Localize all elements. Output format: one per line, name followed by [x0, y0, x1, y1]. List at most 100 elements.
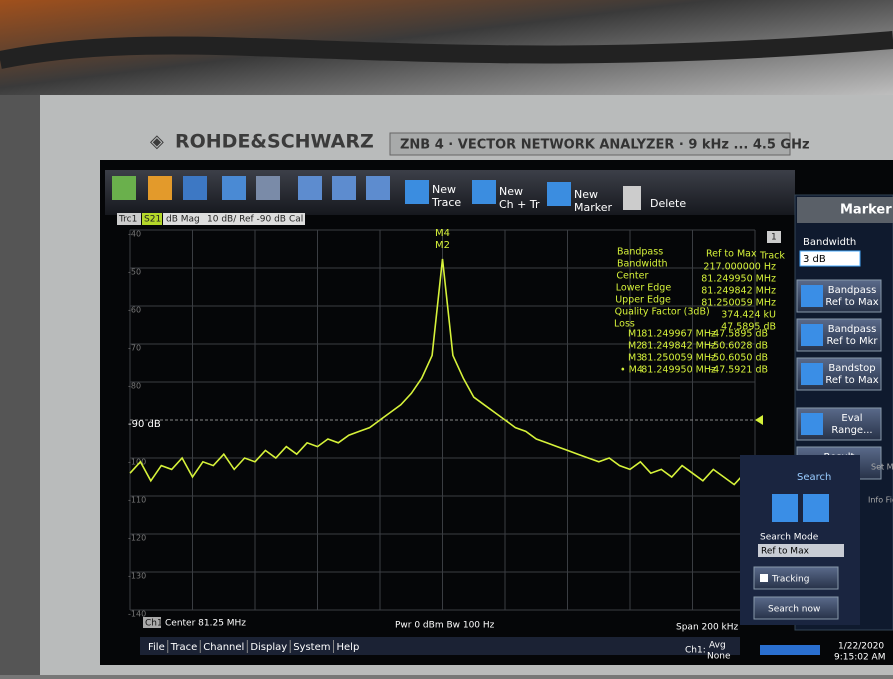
softkey-label[interactable]: Bandpass — [828, 285, 877, 296]
bandpass-value: 374.424 kU — [721, 310, 776, 321]
menu-item[interactable]: Help — [337, 642, 360, 653]
tracking-label[interactable]: Tracking — [771, 575, 809, 585]
bandpass-title: Bandpass — [617, 247, 663, 258]
bandpass-label: Lower Edge — [616, 283, 672, 294]
tool-icon[interactable] — [623, 186, 641, 210]
softkey-label[interactable]: Bandstop — [828, 363, 875, 374]
menu-item[interactable]: Trace — [170, 642, 198, 653]
y-tick-label: -130 — [128, 572, 146, 581]
tool-icon[interactable] — [298, 176, 322, 200]
search-now-label[interactable]: Search now — [768, 605, 820, 615]
marker-cell: -50.6050 dB — [710, 353, 768, 364]
bandpass-label: Quality Factor (3dB) — [615, 307, 710, 318]
marker-cell: -47.5895 dB — [710, 329, 768, 340]
softkey-icon — [801, 413, 823, 435]
footer-ch: Ch1: — [685, 646, 706, 656]
marker-cell: 81.249950 MHz — [641, 365, 716, 376]
tool-icon[interactable] — [112, 176, 136, 200]
screen-photo: ROHDE&SCHWARZ ◈ ZNB 4 · VECTOR NETWORK A… — [0, 0, 893, 675]
footer-date: 1/22/2020 — [838, 642, 884, 652]
bandpass-label: Upper Edge — [615, 295, 671, 306]
footer-time: 9:15:02 AM — [834, 653, 885, 663]
y-tick-label: -70 — [128, 344, 141, 353]
softkey-label[interactable]: Ref to Max — [825, 375, 878, 386]
marker-cell: M2 — [628, 341, 642, 352]
y-tick-label: -80 — [128, 382, 141, 391]
tool-icon[interactable] — [405, 180, 429, 204]
softkey-label[interactable]: Ref to Mkr — [826, 336, 878, 347]
tracking-checkbox[interactable] — [760, 574, 768, 582]
tool-icon[interactable] — [183, 176, 207, 200]
marker-cell: -47.5921 dB — [710, 365, 768, 376]
menu: File Trace Channel Display System Help — [148, 640, 359, 653]
softkey-icon — [801, 324, 823, 346]
tool-label[interactable]: New — [499, 185, 523, 198]
bandpass-label: Center — [616, 271, 648, 282]
softkey-label[interactable]: Eval — [841, 413, 862, 424]
side-tab[interactable]: Set Mark — [871, 463, 893, 472]
bandpass-value: 81.249842 MHz — [701, 286, 776, 297]
marker-flag: M2 — [435, 240, 450, 251]
tool-icon[interactable] — [222, 176, 246, 200]
tool-label[interactable]: Marker — [574, 201, 612, 214]
bandpass-value: 81.249950 MHz — [701, 274, 776, 285]
softkey-icon — [801, 363, 823, 385]
marker-cell: • M4 — [620, 365, 643, 376]
trace-cal: Cal — [289, 215, 303, 225]
status-power: Pwr 0 dBm Bw 100 Hz — [395, 621, 495, 631]
side-tab[interactable]: Info Field — [868, 496, 893, 505]
tool-label[interactable]: New — [574, 188, 598, 201]
menu-item[interactable]: Channel — [203, 642, 244, 653]
tool-icon[interactable] — [332, 176, 356, 200]
search-icon[interactable] — [803, 494, 829, 522]
tool-label[interactable]: Ch + Tr — [499, 198, 540, 211]
tool-label[interactable]: New — [432, 183, 456, 196]
y-tick-label: -50 — [128, 268, 141, 277]
softkey-label[interactable]: Ref to Max — [825, 297, 878, 308]
tool-label[interactable]: Delete — [650, 197, 686, 210]
tool-icon[interactable] — [472, 180, 496, 204]
y-tick-label: -110 — [128, 496, 146, 505]
y-tick-label: -60 — [128, 306, 141, 315]
search-mode[interactable]: Ref to Max — [761, 547, 810, 557]
softkey-label[interactable]: Range... — [831, 425, 872, 436]
footer-avg: Avg — [709, 641, 726, 651]
bezel-edge — [0, 95, 40, 675]
bandwidth-value[interactable]: 3 dB — [803, 254, 826, 265]
marker-cell: M3 — [628, 353, 642, 364]
menu-item[interactable]: Display — [250, 642, 287, 653]
bandpass-value: 81.250059 MHz — [701, 298, 776, 309]
page: ROHDE&SCHWARZ ◈ ZNB 4 · VECTOR NETWORK A… — [0, 0, 893, 675]
bandpass-value: 217.000000 Hz — [703, 262, 776, 273]
tool-icon[interactable] — [547, 182, 571, 206]
softkey-label[interactable]: Bandpass — [828, 324, 877, 335]
softkey-title: Marker — [840, 203, 892, 218]
marker-cell: 81.249967 MHz — [641, 329, 716, 340]
tool-icon[interactable] — [148, 176, 172, 200]
y-tick-label: -40 — [128, 230, 141, 239]
status-center: Center 81.25 MHz — [165, 619, 246, 629]
bandpass-track: Track — [759, 251, 785, 262]
y-tick-label: -90 dB — [128, 419, 161, 430]
search-label: Search — [797, 472, 831, 483]
y-tick-label: -120 — [128, 534, 146, 543]
marker-flag: M4 — [435, 228, 450, 239]
bandpass-label: Bandwidth — [617, 259, 668, 270]
tool-icon[interactable] — [366, 176, 390, 200]
menu-item[interactable]: System — [293, 642, 330, 653]
trace-scale: 10 dB/ Ref -90 dB — [207, 215, 286, 225]
tool-label[interactable]: Trace — [431, 196, 461, 209]
footer-avg-value: None — [707, 652, 731, 662]
marker-cell: 81.249842 MHz — [641, 341, 716, 352]
search-icon[interactable] — [772, 494, 798, 522]
menu-item[interactable]: File — [148, 642, 165, 653]
trace-format: dB Mag — [166, 215, 200, 225]
marker-cell: 81.250059 MHz — [641, 353, 716, 364]
status-span: Span 200 kHz — [676, 623, 739, 633]
bandwidth-label: Bandwidth — [803, 237, 856, 248]
brand: ROHDE&SCHWARZ — [175, 131, 374, 153]
softkey-icon — [801, 285, 823, 307]
tool-icon[interactable] — [256, 176, 280, 200]
progress — [760, 645, 820, 655]
